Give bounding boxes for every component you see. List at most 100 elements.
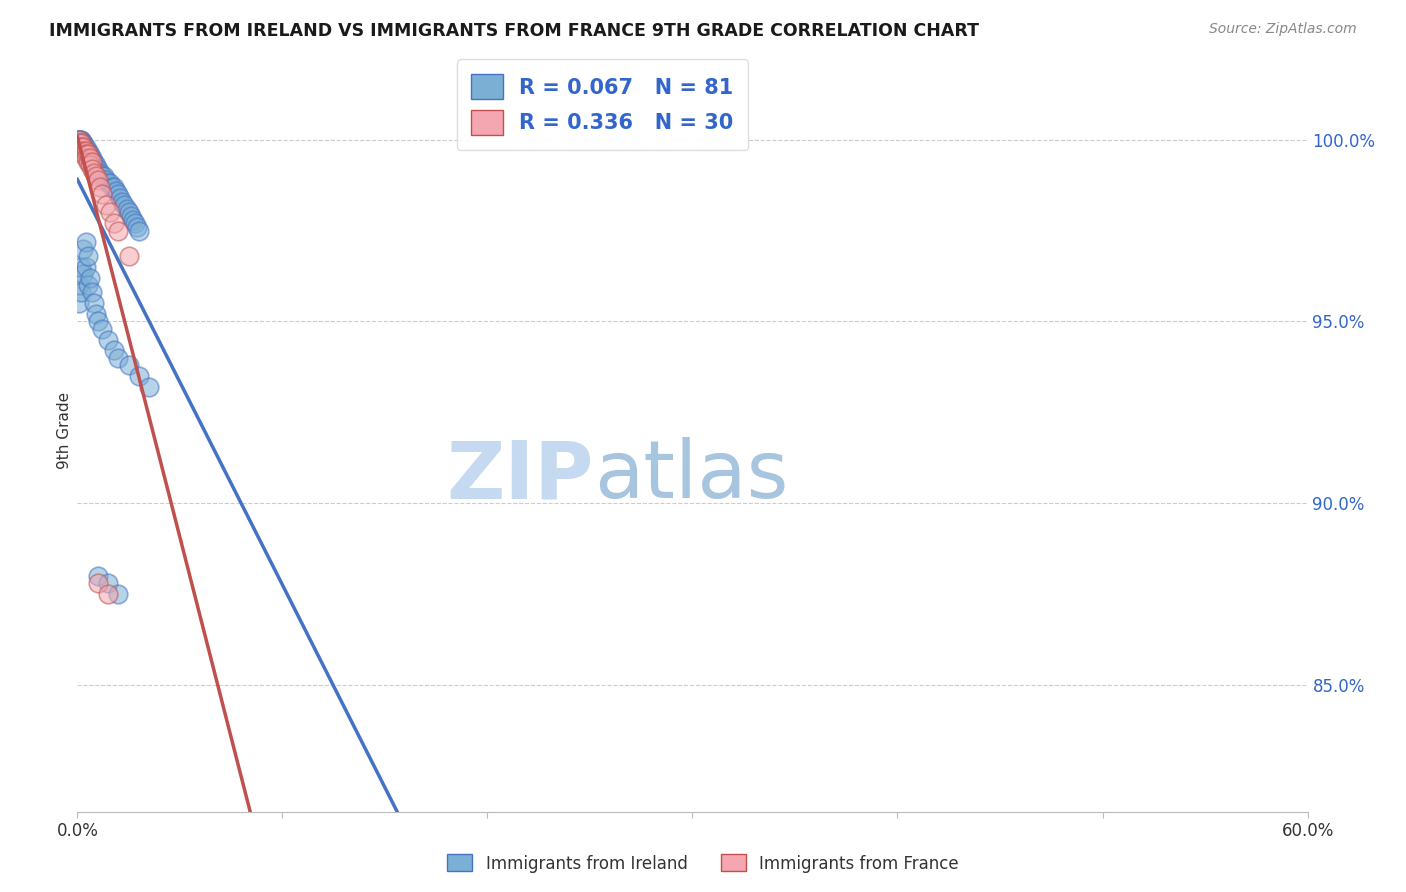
Point [75,147,97,161]
Point [72,144,94,158]
Point [87,161,110,176]
Point [67,133,90,147]
Point [87,165,110,179]
Point [70,144,93,158]
Point [128,368,150,383]
Point [76,147,98,161]
Point [75,147,97,161]
Point [72,136,94,151]
Point [111,194,134,209]
Point [103,343,125,358]
Point [76,249,98,263]
Point [101,180,124,194]
Point [72,144,94,158]
Point [107,351,129,365]
Y-axis label: 9th Grade: 9th Grade [56,392,72,469]
Point [75,144,97,158]
Point [67,136,90,151]
Point [98,177,121,191]
Point [138,380,160,394]
Point [107,587,129,601]
Point [90,321,114,335]
Point [97,575,120,590]
Text: atlas: atlas [595,437,789,516]
Text: ZIP: ZIP [447,437,595,516]
Point [80,154,103,169]
Point [72,242,94,256]
Point [70,136,93,151]
Point [105,184,128,198]
Text: Source: ZipAtlas.com: Source: ZipAtlas.com [1209,22,1357,37]
Point [89,165,111,179]
Point [83,296,105,310]
Legend: Immigrants from Ireland, Immigrants from France: Immigrants from Ireland, Immigrants from… [440,847,966,880]
Point [80,154,103,169]
Point [79,147,101,161]
Point [75,144,97,158]
Point [72,136,94,151]
Point [87,314,110,328]
Point [94,198,117,212]
Point [76,154,98,169]
Point [72,147,94,161]
Point [72,140,94,154]
Point [110,191,132,205]
Point [83,165,105,179]
Point [79,158,101,172]
Point [75,147,97,161]
Point [120,209,142,223]
Point [76,144,98,158]
Point [83,154,105,169]
Point [79,151,101,165]
Point [87,173,110,187]
Point [75,260,97,274]
Point [67,133,90,147]
Point [72,140,94,154]
Point [67,133,90,147]
Point [115,202,138,216]
Point [94,173,117,187]
Text: IMMIGRANTS FROM IRELAND VS IMMIGRANTS FROM FRANCE 9TH GRADE CORRELATION CHART: IMMIGRANTS FROM IRELAND VS IMMIGRANTS FR… [49,22,979,40]
Point [87,568,110,582]
Point [67,296,90,310]
Point [80,161,103,176]
Point [80,285,103,300]
Point [70,136,93,151]
Point [84,161,107,176]
Point [103,216,125,230]
Point [70,136,93,151]
Point [70,133,93,147]
Point [97,177,120,191]
Point [70,136,93,151]
Point [67,140,90,154]
Point [72,140,94,154]
Point [84,307,107,321]
Point [128,224,150,238]
Point [103,180,125,194]
Point [97,587,120,601]
Point [89,180,111,194]
Point [93,169,115,183]
Point [72,144,94,158]
Point [72,140,94,154]
Point [75,151,97,165]
Point [87,575,110,590]
Point [90,169,114,183]
Point [72,267,94,281]
Point [67,133,90,147]
Point [84,169,107,183]
Point [97,333,120,347]
Legend: R = 0.067   N = 81, R = 0.336   N = 30: R = 0.067 N = 81, R = 0.336 N = 30 [457,60,748,150]
Point [124,216,146,230]
Point [125,219,148,234]
Point [79,270,101,285]
Point [76,278,98,293]
Point [117,358,139,372]
Point [76,151,98,165]
Point [117,249,139,263]
Point [79,154,101,169]
Point [90,187,114,202]
Point [70,133,93,147]
Point [75,235,97,249]
Point [70,140,93,154]
